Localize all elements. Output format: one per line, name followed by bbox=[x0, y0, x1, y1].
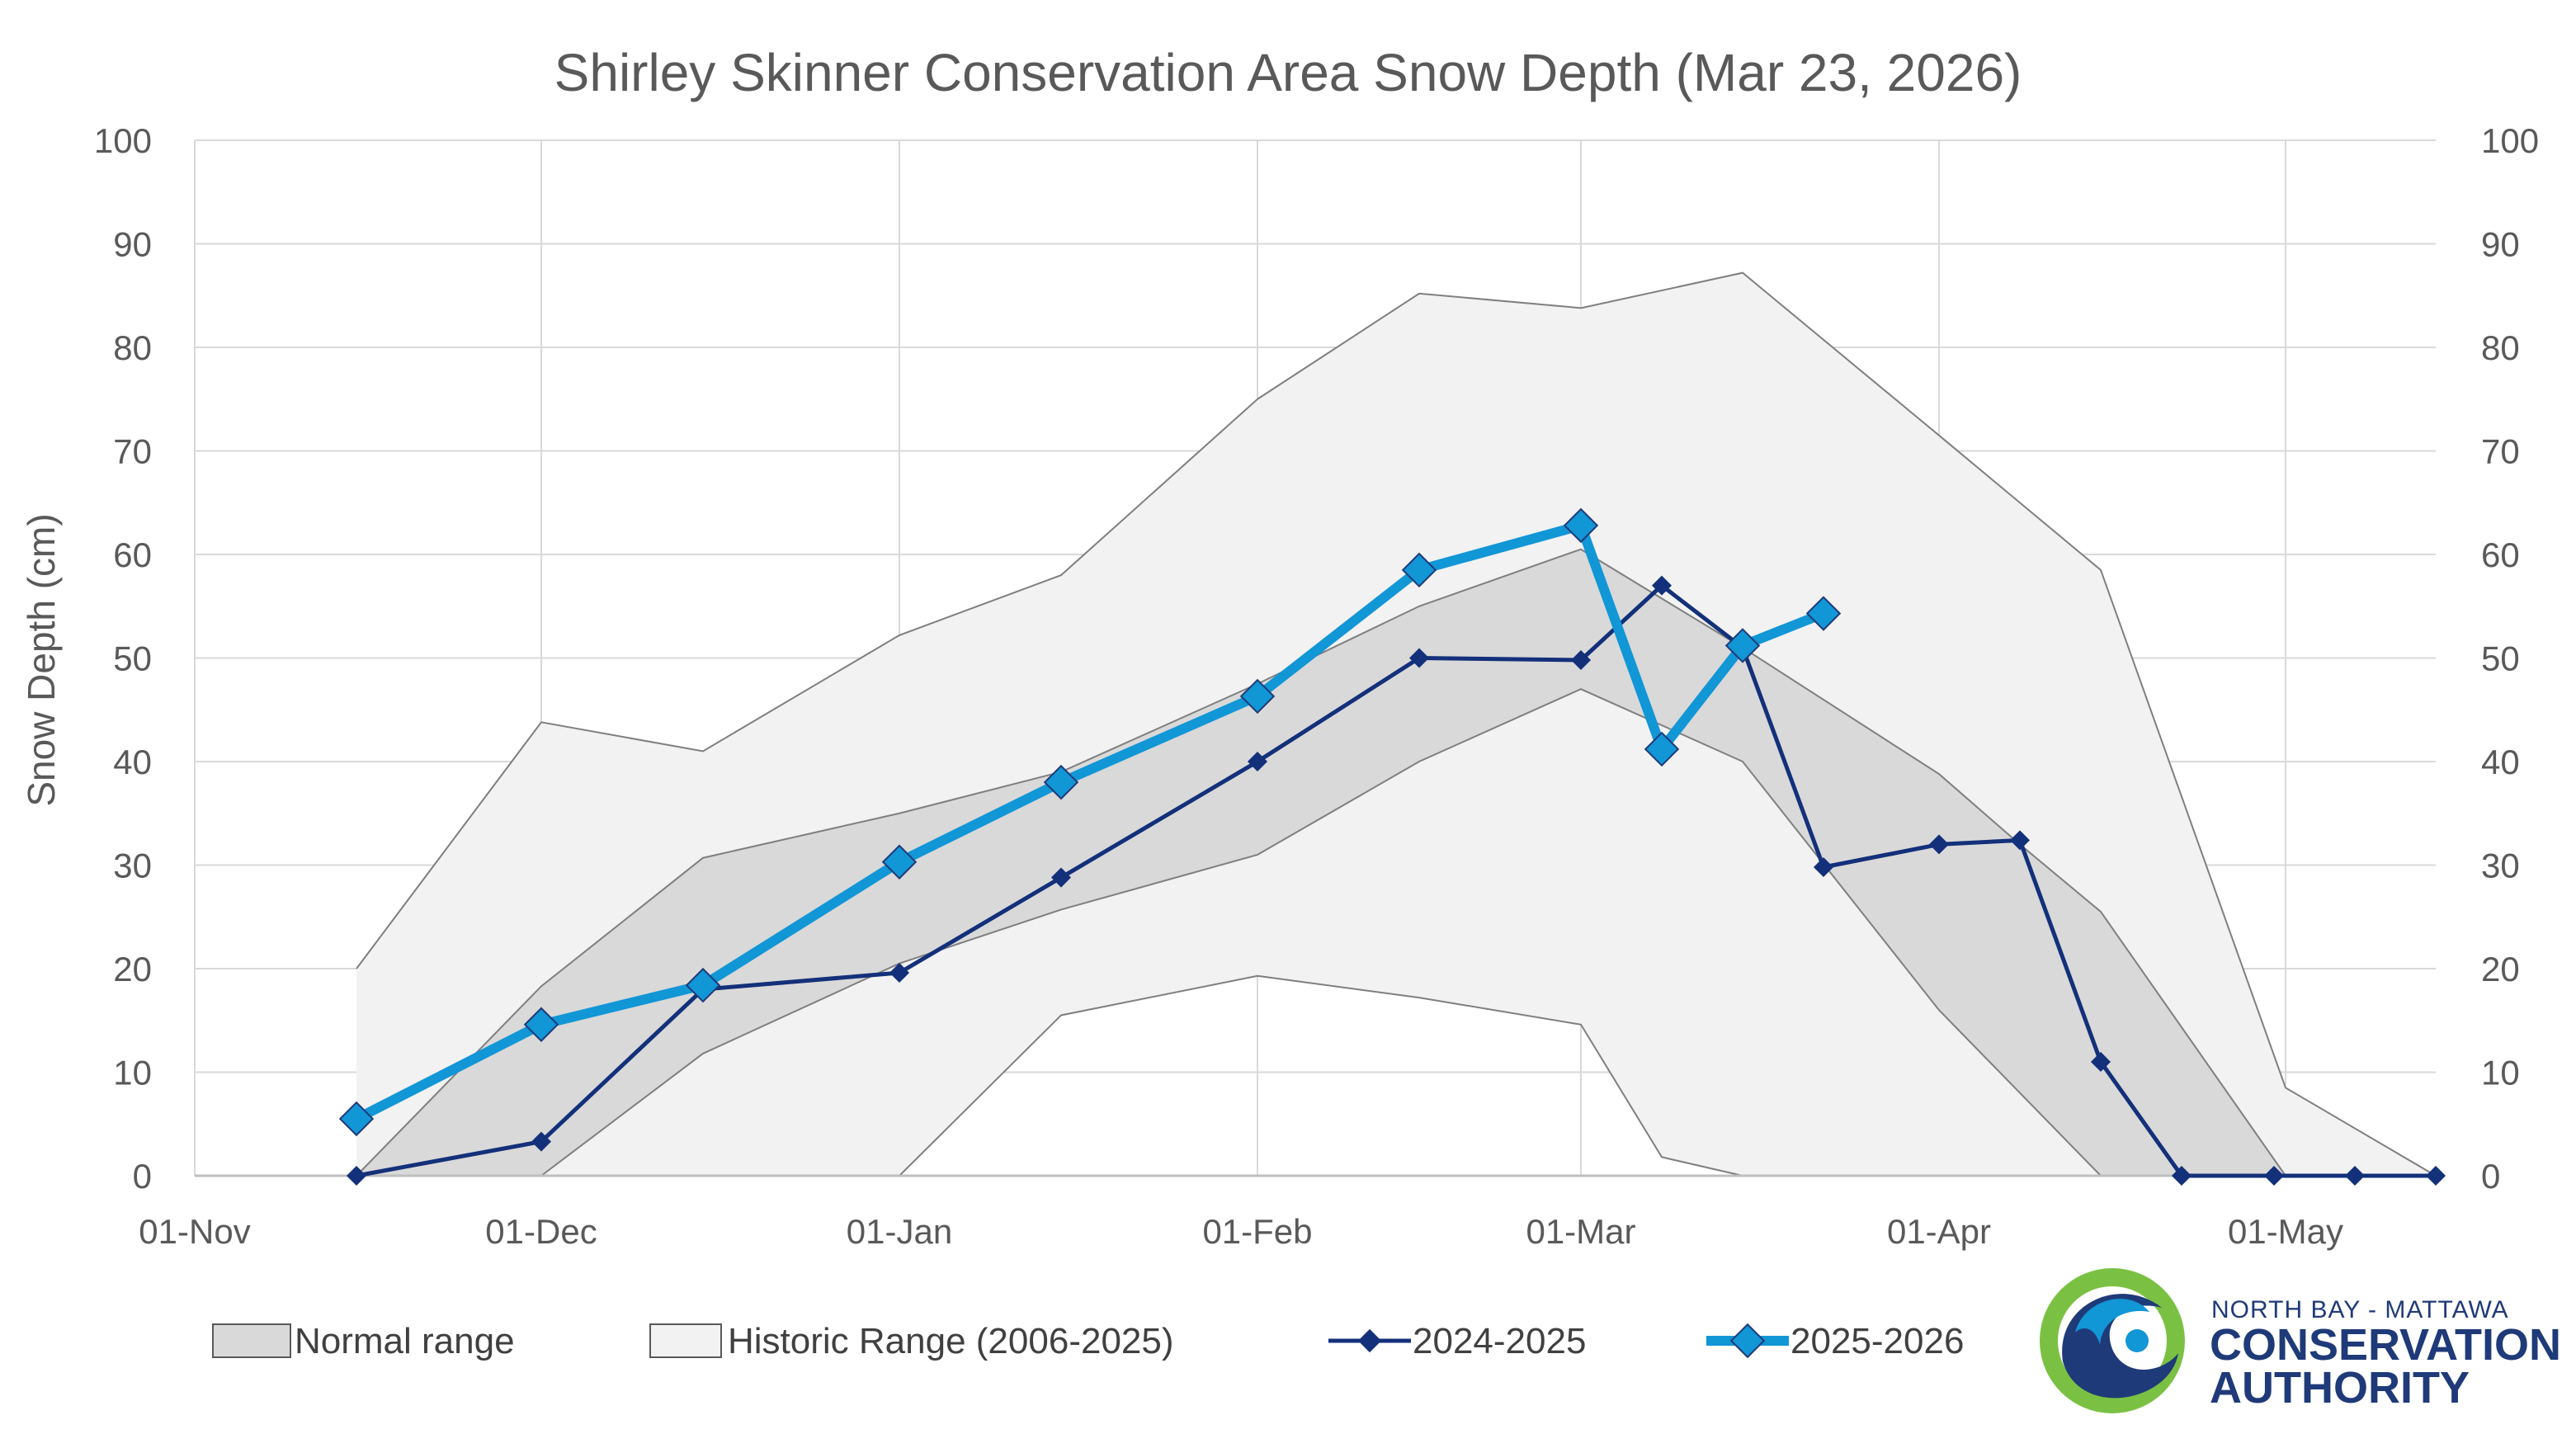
legend-marker-2025-2026 bbox=[1729, 1323, 1766, 1359]
logo-line-2: CONSERVATION bbox=[2210, 1320, 2561, 1370]
y-tick-label-right: 50 bbox=[2481, 639, 2520, 678]
legend: Normal range Historic Range (2006-2025) … bbox=[212, 1321, 1964, 1361]
data-point-2025-2026 bbox=[523, 1007, 559, 1042]
x-tick-label: 01-Apr bbox=[1887, 1212, 1991, 1251]
y-tick-label-right: 70 bbox=[2481, 432, 2520, 471]
series-line-2024-2025 bbox=[356, 583, 2436, 1178]
data-point-2024-2025 bbox=[2090, 1051, 2111, 1072]
x-tick-label: 01-Jan bbox=[847, 1212, 952, 1251]
y-tick-label-right: 30 bbox=[2481, 847, 2520, 885]
legend-label-2025-2026: 2025-2026 bbox=[1790, 1321, 1964, 1361]
logo-emblem-icon bbox=[2040, 1268, 2185, 1413]
data-point-2024-2025 bbox=[1651, 575, 1673, 596]
data-point-2024-2025 bbox=[1570, 649, 1592, 671]
y-tick-label-left: 0 bbox=[133, 1157, 152, 1196]
series-2025-2026 bbox=[338, 507, 1842, 1137]
data-point-2024-2025 bbox=[1928, 834, 1950, 855]
legend-label-2024-2025: 2024-2025 bbox=[1413, 1321, 1586, 1361]
data-point-2025-2026 bbox=[338, 1101, 375, 1137]
data-point-2024-2025 bbox=[1050, 867, 1072, 888]
y-tick-label-right: 10 bbox=[2481, 1054, 2520, 1092]
range-bands bbox=[356, 271, 2437, 1177]
y-tick-label-left: 60 bbox=[113, 535, 152, 574]
legend-label-normal-range: Normal range bbox=[295, 1321, 515, 1361]
data-point-2024-2025 bbox=[2263, 1165, 2285, 1186]
data-point-2024-2025 bbox=[1813, 856, 1834, 878]
data-point-2025-2026 bbox=[1563, 507, 1599, 544]
data-point-2025-2026 bbox=[1724, 628, 1761, 663]
y-tick-label-left: 100 bbox=[94, 121, 152, 160]
band-upper-edge-historic bbox=[356, 271, 2437, 1177]
data-point-2025-2026 bbox=[1644, 731, 1680, 767]
data-point-2024-2025 bbox=[1408, 648, 1430, 668]
y-tick-label-left: 90 bbox=[113, 225, 152, 264]
x-tick-label: 01-Mar bbox=[1526, 1212, 1635, 1251]
data-point-2024-2025 bbox=[2171, 1165, 2192, 1186]
band-normal-range bbox=[356, 549, 2286, 1176]
data-point-2025-2026 bbox=[881, 844, 918, 880]
y-tick-label-left: 40 bbox=[113, 743, 152, 781]
y-tick-label-right: 100 bbox=[2481, 121, 2539, 160]
legend-label-historic-range: Historic Range (2006-2025) bbox=[728, 1321, 1174, 1361]
axes: 0 0 10 10 20 20 30 30 40 40 50 50 60 60 70 70 80 80 90 90 10… bbox=[94, 121, 2539, 1251]
y-tick-label-left: 20 bbox=[113, 950, 152, 988]
logo-line-1: NORTH BAY - MATTAWA bbox=[2211, 1296, 2509, 1323]
y-tick-label-right: 20 bbox=[2481, 950, 2520, 988]
data-point-2025-2026 bbox=[1239, 678, 1276, 715]
x-tick-label: 01-May bbox=[2228, 1212, 2343, 1251]
y-tick-label-right: 80 bbox=[2481, 328, 2520, 367]
logo-line-3: AUTHORITY bbox=[2210, 1363, 2470, 1413]
data-point-2024-2025 bbox=[2425, 1165, 2446, 1186]
data-point-2024-2025 bbox=[889, 962, 910, 984]
data-series bbox=[338, 507, 2446, 1186]
y-tick-label-left: 30 bbox=[113, 847, 152, 885]
data-point-2025-2026 bbox=[1805, 596, 1842, 631]
x-tick-label: 01-Nov bbox=[139, 1212, 250, 1251]
legend-swatch-historic-range bbox=[649, 1323, 722, 1358]
x-tick-label: 01-Feb bbox=[1202, 1212, 1312, 1251]
data-point-2025-2026 bbox=[685, 967, 721, 1003]
y-tick-label-left: 80 bbox=[113, 328, 152, 367]
y-axis-title: Snow Depth (cm) bbox=[20, 513, 63, 806]
legend-swatch-normal-range bbox=[212, 1323, 291, 1358]
data-point-2024-2025 bbox=[2009, 830, 2031, 851]
x-tick-label: 01-Dec bbox=[485, 1212, 597, 1251]
y-tick-label-right: 0 bbox=[2481, 1157, 2500, 1196]
chart-title: Shirley Skinner Conservation Area Snow D… bbox=[554, 43, 2022, 102]
legend-marker-2024-2025 bbox=[1357, 1328, 1382, 1353]
data-point-2025-2026 bbox=[1043, 764, 1079, 800]
band-lower-edge-normal bbox=[356, 688, 2286, 1177]
y-tick-label-right: 90 bbox=[2481, 225, 2520, 264]
data-point-2024-2025 bbox=[346, 1165, 367, 1186]
y-tick-label-left: 10 bbox=[113, 1054, 152, 1092]
y-tick-label-right: 40 bbox=[2481, 743, 2520, 781]
data-point-2024-2025 bbox=[531, 1131, 552, 1152]
nbmca-logo: NORTH BAY - MATTAWA CONSERVATION AUTHORI… bbox=[2040, 1268, 2561, 1413]
data-point-2025-2026 bbox=[1401, 552, 1437, 588]
data-point-2024-2025 bbox=[2344, 1165, 2366, 1186]
y-tick-label-right: 60 bbox=[2481, 535, 2520, 574]
data-point-2024-2025 bbox=[1247, 751, 1268, 772]
y-tick-label-left: 50 bbox=[113, 639, 152, 678]
y-tick-label-left: 70 bbox=[113, 432, 152, 471]
